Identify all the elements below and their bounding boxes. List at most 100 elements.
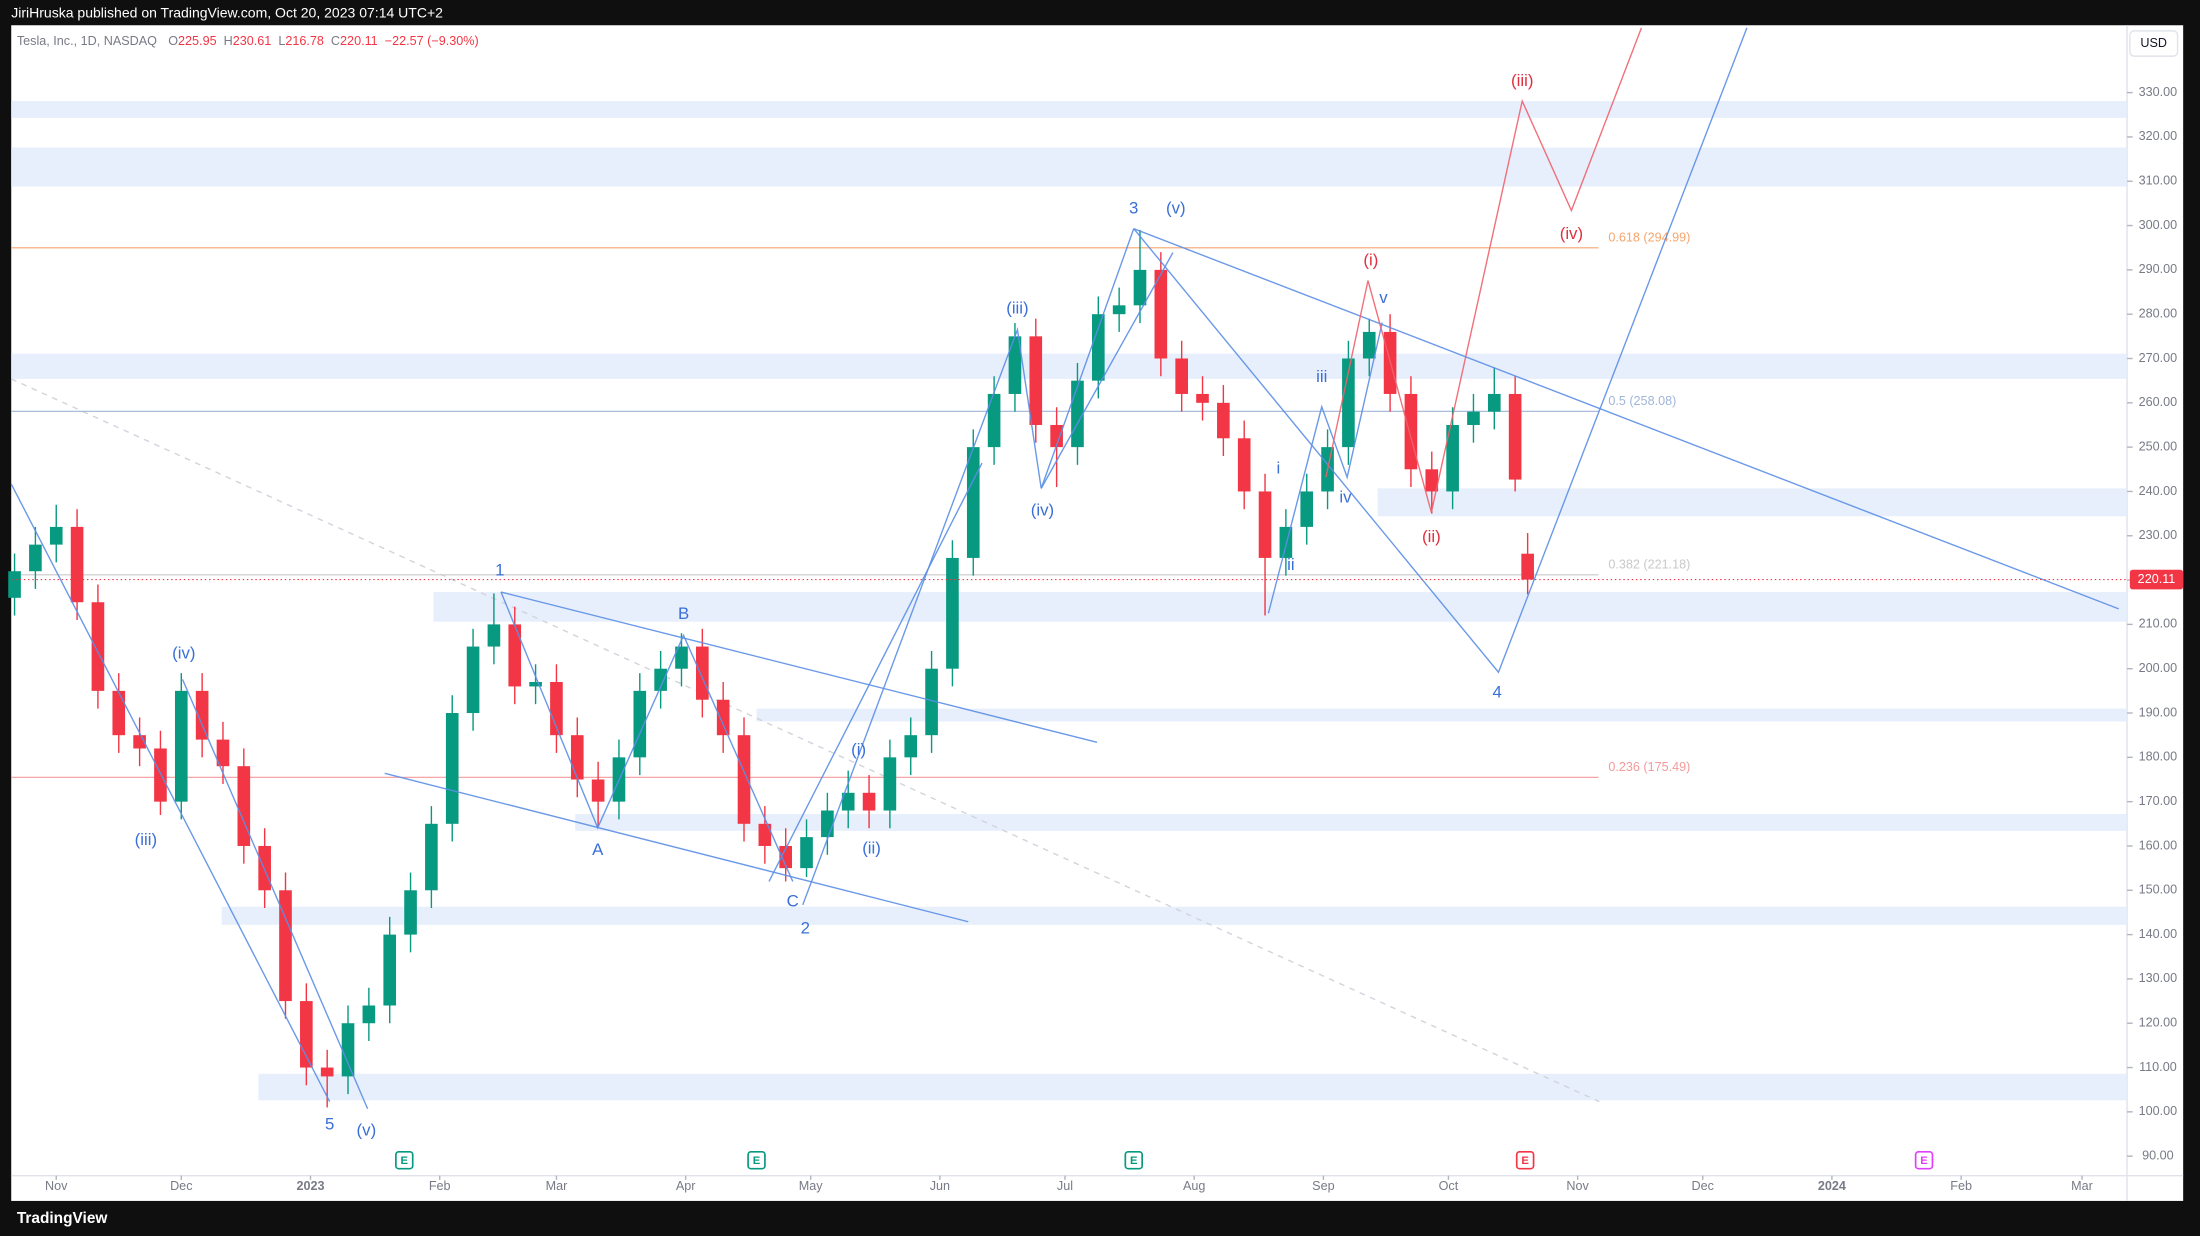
candle-body	[508, 624, 522, 687]
fib-label: 0.236 (175.49)	[1608, 760, 1690, 774]
event-label[interactable]: E	[753, 1155, 761, 1167]
wave-label: (iii)	[1006, 298, 1028, 317]
wave-label: A	[592, 840, 604, 859]
y-tick-label: 190.00	[2139, 705, 2178, 719]
x-tick-label: May	[799, 1179, 824, 1193]
y-tick-label: 240.00	[2139, 484, 2178, 498]
candle-body	[8, 571, 21, 598]
candle-body	[1217, 402, 1230, 439]
brand: TradingView	[17, 1210, 109, 1227]
wave-label: 2	[801, 918, 810, 937]
candle-body	[591, 779, 605, 802]
event-label[interactable]: E	[1920, 1155, 1928, 1167]
x-tick-label: Dec	[170, 1179, 192, 1193]
x-tick-label: Mar	[546, 1179, 568, 1193]
symbol: Tesla, Inc., 1D, NASDAQ	[17, 34, 157, 48]
event-marker[interactable]	[747, 1150, 766, 1170]
candle-body	[1029, 336, 1043, 425]
wave-label: (iii)	[135, 830, 157, 849]
candle-body	[237, 766, 251, 846]
wave-label: (iv)	[1560, 224, 1583, 243]
event-label[interactable]: E	[401, 1155, 409, 1167]
fib-label: 0.618 (294.99)	[1608, 230, 1690, 244]
candle-body	[1300, 491, 1314, 527]
wave-label: (iv)	[172, 644, 195, 663]
x-tick-label: 2024	[1818, 1179, 1846, 1193]
candle-body	[758, 823, 772, 846]
candle-body	[174, 690, 188, 802]
candle-body	[570, 735, 584, 780]
zone	[221, 906, 2128, 925]
wave-line	[500, 591, 794, 882]
wave-label: ii	[1287, 555, 1294, 574]
candle-body	[112, 690, 126, 736]
candle-body	[862, 792, 876, 811]
last-price-tag	[2129, 569, 2184, 590]
candle-body	[487, 624, 501, 647]
x-tick-label: Jul	[1057, 1179, 1073, 1193]
candle-body	[91, 602, 105, 691]
y-tick-label: 120.00	[2139, 1016, 2178, 1030]
event-label[interactable]: E	[1130, 1155, 1138, 1167]
wave-label: (v)	[357, 1120, 377, 1139]
fib-label: 0.382 (221.18)	[1608, 557, 1690, 571]
zone	[11, 147, 2128, 187]
wave-line	[384, 772, 969, 923]
ohlc-value: 225.95	[178, 34, 217, 48]
wave-label: C	[787, 892, 799, 911]
event-marker[interactable]	[395, 1150, 414, 1170]
candle-body	[216, 739, 230, 767]
candle-body	[904, 735, 918, 758]
event-marker[interactable]	[1124, 1150, 1144, 1170]
candle-body	[779, 845, 793, 869]
zone	[433, 592, 2128, 622]
event-label[interactable]: E	[1521, 1155, 1529, 1167]
wave-label: (v)	[1166, 199, 1186, 218]
x-tick-label: Aug	[1183, 1179, 1205, 1193]
wave-label: (ii)	[862, 839, 881, 858]
zone	[258, 1073, 2128, 1101]
event-marker[interactable]	[1914, 1150, 1934, 1170]
wave-label: iii	[1316, 367, 1327, 386]
candle-body	[716, 699, 730, 736]
zone	[11, 101, 2128, 118]
candle-body	[654, 668, 667, 691]
candle-body	[362, 1005, 376, 1024]
candle-body	[1175, 358, 1188, 394]
candle-body	[529, 682, 542, 687]
candle-body	[1521, 553, 1534, 580]
wave-line	[1133, 228, 2119, 610]
candle-body	[737, 735, 751, 824]
x-tick-label: Feb	[1950, 1179, 1972, 1193]
candle-body	[279, 890, 292, 1002]
y-tick-label: 160.00	[2139, 838, 2178, 852]
ohlc-value: 220.11	[340, 34, 378, 48]
candle-body	[1154, 269, 1168, 359]
candle-body	[1425, 469, 1439, 492]
x-tick-label: Feb	[429, 1179, 451, 1193]
candle-body	[1196, 393, 1209, 403]
candle-body	[1342, 358, 1355, 448]
legend: Tesla, Inc., 1D, NASDAQ O225.95 H230.61 L21…	[17, 34, 479, 48]
wave-line	[1325, 27, 1643, 513]
wave-line	[181, 679, 369, 1110]
candle-body	[1446, 424, 1459, 492]
x-tick-label: Nov	[1566, 1179, 1589, 1193]
y-tick-label: 230.00	[2139, 528, 2178, 542]
candle-body	[154, 748, 167, 802]
candle-body	[70, 526, 84, 603]
wave-line	[1267, 322, 1383, 614]
event-marker[interactable]	[1515, 1150, 1535, 1170]
candle-body	[466, 646, 480, 714]
candle-body	[821, 810, 834, 838]
candle-body	[925, 668, 938, 736]
zone	[575, 814, 2128, 831]
candle-body	[425, 823, 438, 891]
currency[interactable]: USD	[2140, 36, 2167, 50]
wave-label: (iv)	[1031, 500, 1054, 519]
currency-box[interactable]	[2129, 30, 2179, 57]
y-tick-label: 290.00	[2139, 262, 2178, 276]
candle-body	[1258, 491, 1272, 558]
ohlc-value: 230.61	[233, 34, 272, 48]
